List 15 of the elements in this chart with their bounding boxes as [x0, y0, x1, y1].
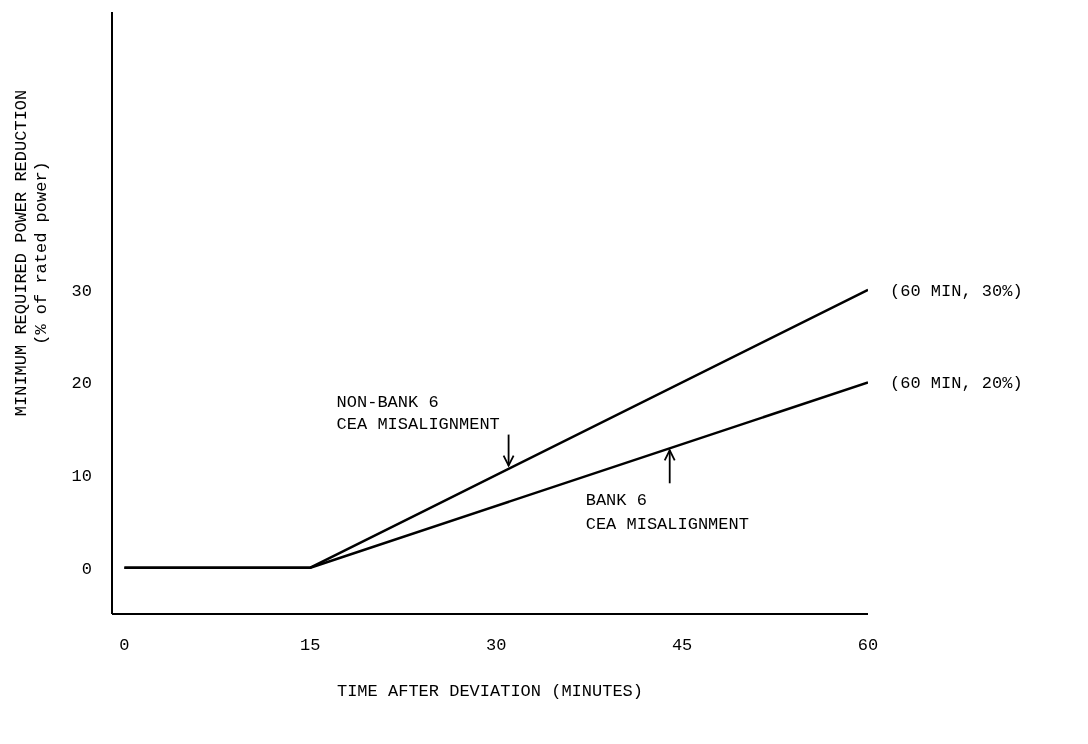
- annotation: (60 MIN, 20%): [890, 374, 1023, 394]
- x-tick-label: 45: [671, 636, 693, 656]
- y-tick-label: 30: [71, 281, 92, 301]
- x-tick-label: 60: [857, 636, 879, 656]
- y-tick-label: 0: [81, 559, 92, 579]
- x-tick-label: 30: [485, 636, 507, 656]
- annotation: (60 MIN, 30%): [890, 281, 1023, 301]
- y-tick-label: 20: [71, 374, 92, 394]
- y-tick-label: 10: [71, 467, 92, 487]
- annotation: NON-BANK 6 CEA MISALIGNMENT: [336, 392, 500, 434]
- x-tick-label: 0: [119, 636, 130, 656]
- x-axis-title: TIME AFTER DEVIATION (MINUTES): [336, 682, 644, 701]
- annotation: BANK 6 CEA MISALIGNMENT: [585, 491, 749, 535]
- y-axis-title: MINIMUM REQUIRED POWER REDUCTION (% of rated power): [12, 89, 51, 417]
- x-tick-label: 15: [300, 636, 321, 656]
